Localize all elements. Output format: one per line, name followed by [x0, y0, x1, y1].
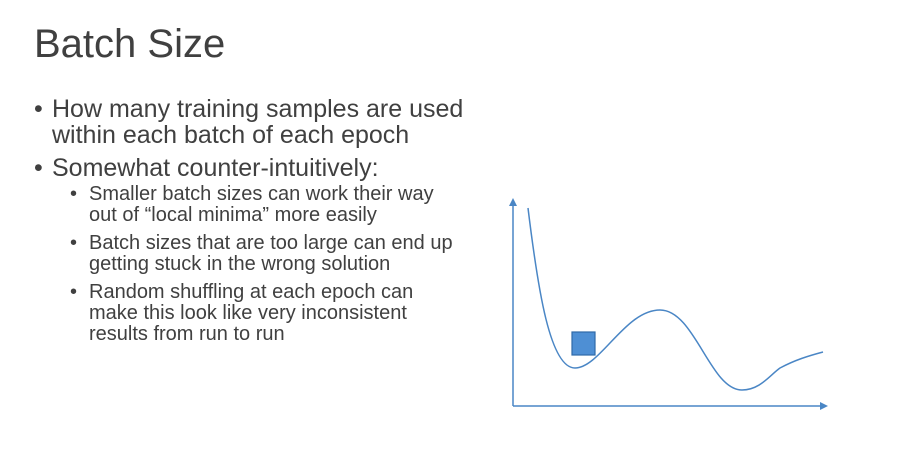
sub-bullet-marker: • [70, 232, 78, 254]
bullet-marker: • [34, 95, 43, 123]
sub-bullet-item: • Random shuffling at each epoch can mak… [70, 282, 464, 345]
bullet-item: • How many training samples are used wit… [34, 96, 464, 148]
bullet-list: • How many training samples are used wit… [34, 96, 464, 352]
sub-bullet-item: • Batch sizes that are too large can end… [70, 233, 464, 275]
bullet-item: • Somewhat counter-intuitively: • Smalle… [34, 155, 464, 345]
bullet-marker: • [34, 154, 43, 182]
slide-title: Batch Size [34, 22, 226, 66]
sub-bullet-marker: • [70, 183, 78, 205]
loss-curve-illustration [509, 198, 828, 410]
sub-bullet-text: Batch sizes that are too large can end u… [89, 232, 453, 275]
marker-square [571, 331, 596, 356]
loss-curve [527, 207, 824, 391]
sub-bullet-marker: • [70, 281, 78, 303]
bullet-text: Somewhat counter-intuitively: [52, 154, 379, 182]
bullet-text: How many training samples are used withi… [52, 95, 464, 149]
sub-bullet-text: Smaller batch sizes can work their way o… [89, 183, 434, 226]
sub-bullet-text: Random shuffling at each epoch can make … [89, 281, 414, 345]
sub-bullet-list: • Smaller batch sizes can work their way… [52, 184, 464, 345]
sub-bullet-item: • Smaller batch sizes can work their way… [70, 184, 464, 226]
